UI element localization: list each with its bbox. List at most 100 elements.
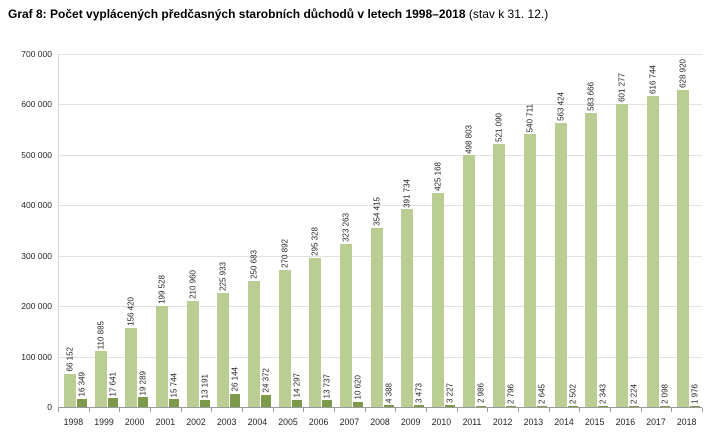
value-label-series-1-light-green-2000: 156 420 [127,297,136,326]
y-axis-tick-label: 0 [47,402,52,412]
x-axis-tick [119,408,121,412]
x-axis-tick [334,408,335,412]
value-label-text: 2 796 [506,383,516,404]
value-label-series-2-dark-green-2011: 2 986 [476,383,485,403]
value-label-text: 26 144 [230,367,240,392]
value-label-series-2-dark-green-2007: 10 620 [354,375,363,399]
x-axis-tick [364,408,366,412]
y-axis-tick-label: 500 000 [21,149,52,160]
value-label-text: 295 328 [310,227,320,257]
value-label-series-1-light-green-2006: 295 328 [311,227,320,256]
value-label-text: 250 683 [249,249,259,279]
value-label-series-1-light-green-2013: 540 711 [526,104,535,132]
x-axis-label-2018: 2018 [676,417,697,427]
bar-series-1-light-green-2016 [616,103,628,407]
y-axis-tick-label: 100 000 [21,351,52,362]
bar-series-2-dark-green-2013 [537,405,547,407]
value-label-text: 66 152 [65,347,75,372]
value-label-text: 2 986 [476,383,486,404]
value-label-series-1-light-green-2004: 250 683 [250,250,259,279]
bar-series-1-light-green-2008 [370,228,383,407]
value-label-series-1-light-green-1999: 110 885 [96,321,105,349]
x-axis-label-2009: 2009 [400,417,421,427]
bar-series-1-light-green-2004 [248,280,260,407]
value-label-series-2-dark-green-2003: 26 144 [231,367,240,391]
value-label-series-1-light-green-2005: 270 892 [280,239,289,268]
value-label-text: 601 277 [617,72,627,102]
value-label-series-1-light-green-2012: 521 090 [495,113,504,142]
x-axis-tick [58,408,59,412]
bar-series-1-light-green-2010 [432,192,444,407]
y-axis-tick-label: 200 000 [21,301,52,312]
value-label-text: 2 098 [660,383,670,404]
x-axis-tick [548,408,550,412]
x-axis-label-2003: 2003 [216,417,237,427]
value-label-series-2-dark-green-2014: 2 502 [568,384,577,404]
x-axis-tick [671,408,673,412]
bar-series-1-light-green-1999 [94,351,107,407]
value-label-series-2-dark-green-2010: 3 227 [446,383,455,403]
bar-series-2-dark-green-2017 [659,405,670,407]
bar-series-1-light-green-2006 [309,258,322,407]
bar-series-2-dark-green-2009 [414,405,425,407]
x-axis-tick [579,408,581,412]
value-label-series-1-light-green-2002: 210 960 [188,270,197,299]
bar-series-1-light-green-2007 [340,243,352,407]
value-label-text: 425 168 [433,161,443,191]
value-label-text: 110 885 [96,320,106,350]
bar-series-2-dark-green-1998 [77,398,87,407]
value-label-text: 3 227 [445,383,455,404]
x-axis-label-2006: 2006 [308,417,329,427]
bar-series-1-light-green-2013 [524,134,536,407]
bar-series-1-light-green-2012 [493,144,506,407]
bar-series-2-dark-green-2018 [690,406,701,407]
gridline [58,104,702,106]
value-label-series-2-dark-green-1998: 16 349 [78,372,87,396]
chart-title-main: Graf 8: Počet vyplácených předčasných st… [8,7,466,21]
x-axis-label-2000: 2000 [124,417,145,427]
bar-series-2-dark-green-2008 [383,404,394,407]
value-label-text: 3 473 [414,383,424,404]
value-label-text: 270 892 [280,239,290,269]
bar-series-2-dark-green-2015 [598,405,609,407]
value-label-series-1-light-green-2011: 498 803 [464,125,473,154]
x-axis-label-2002: 2002 [186,417,206,427]
value-label-series-2-dark-green-2013: 2 645 [538,384,547,404]
value-label-text: 1 976 [690,383,700,404]
x-axis-label-2017: 2017 [646,417,666,427]
value-label-text: 2 224 [629,383,639,404]
x-axis-tick [242,408,243,412]
bar-series-1-light-green-2003 [217,293,230,407]
x-axis-tick [272,408,274,412]
value-label-text: 24 372 [261,368,271,393]
value-label-text: 19 289 [138,370,148,396]
value-label-series-2-dark-green-2002: 13 191 [200,374,209,398]
value-label-series-1-light-green-2017: 616 744 [648,65,657,94]
value-label-series-2-dark-green-2008: 4 388 [384,383,393,403]
bar-series-1-light-green-2011 [462,155,475,407]
bar-series-1-light-green-2018 [677,89,690,407]
x-axis-tick [518,408,519,412]
bar-series-2-dark-green-2002 [199,400,210,407]
x-axis-label-2007: 2007 [339,417,360,427]
bar-series-2-dark-green-2000 [138,397,149,407]
x-axis-label-1999: 1999 [94,417,114,427]
bar-series-2-dark-green-2004 [261,394,271,407]
x-axis-label-2005: 2005 [278,417,298,427]
value-label-series-2-dark-green-2005: 14 297 [292,373,301,397]
x-axis-label-2015: 2015 [584,417,605,427]
value-label-text: 498 803 [464,124,474,154]
value-label-text: 17 641 [108,371,118,397]
bar-series-2-dark-green-2005 [291,399,302,407]
value-label-text: 14 297 [292,373,302,398]
bar-series-2-dark-green-1999 [107,398,118,407]
value-label-series-1-light-green-2003: 225 933 [219,262,228,291]
x-axis-tick [395,408,397,412]
y-axis-tick-label: 700 000 [21,49,52,59]
value-label-series-2-dark-green-2015: 2 343 [599,384,608,404]
value-label-text: 628 920 [678,58,688,88]
x-axis-tick [303,408,305,412]
x-axis-line [58,407,702,408]
value-label-series-2-dark-green-2000: 19 289 [139,371,148,395]
